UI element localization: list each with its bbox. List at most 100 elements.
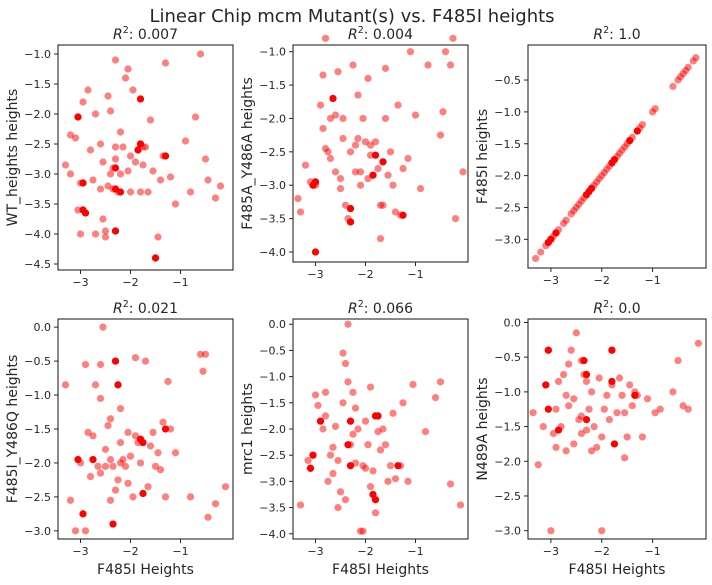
x-tick-label: −3 <box>307 545 323 558</box>
scatter-point <box>156 176 165 184</box>
scatter-point <box>211 500 220 508</box>
scatter-point-overlap <box>633 127 641 135</box>
scatter-point-overlap <box>74 455 82 464</box>
scatter-point <box>436 378 445 386</box>
scatter-point-overlap <box>626 136 634 145</box>
panel-4: R2: 0.021 −3 −2 −1 −3.0 −2.5 −2.0 −1.5 −1.0 −0.5 0… <box>5 299 234 578</box>
y-tick-label: −1.5 <box>259 397 286 410</box>
scatter-point <box>554 377 563 386</box>
scatter-point <box>539 422 547 431</box>
scatter-point <box>374 164 382 173</box>
scatter-point <box>590 422 598 431</box>
scatter-point <box>111 143 120 151</box>
scatter-point-overlap <box>151 254 160 262</box>
scatter-point <box>394 101 402 109</box>
scatter-point-overlap <box>81 209 90 217</box>
scatter-point <box>106 415 115 423</box>
scatter-point <box>324 477 332 485</box>
scatter-point <box>319 71 327 79</box>
y-tick-label: −0.5 <box>259 344 286 357</box>
scatter-point <box>146 442 155 450</box>
y-tick-label: −1.0 <box>24 389 51 402</box>
scatter-point <box>96 185 105 193</box>
scatter-point <box>81 360 90 369</box>
scatter-point <box>196 350 205 358</box>
scatter-point-overlap <box>116 188 125 196</box>
scatter-point <box>359 114 367 123</box>
scatter-point <box>154 449 162 457</box>
y-tick-label: −0.5 <box>494 74 521 87</box>
panel-title: R2: 0.021 <box>113 299 178 317</box>
scatter-point <box>126 188 135 196</box>
y-tick-label: −1.5 <box>494 421 521 434</box>
y-tick-label: 0.0 <box>504 316 522 329</box>
scatter-point <box>577 429 586 438</box>
scatter-point <box>71 527 80 535</box>
scatter-point <box>537 248 545 256</box>
y-axis-label: WT_heights heights <box>5 89 21 227</box>
y-axis-label: F485I_Y486Q heights <box>5 355 21 504</box>
scatter-point <box>459 168 467 176</box>
scatter-point <box>161 493 170 501</box>
scatter-point-overlap <box>399 211 407 219</box>
scatter-point <box>171 449 180 457</box>
scatter-point-overlap <box>136 140 145 148</box>
y-tick-label: −1.5 <box>259 79 286 92</box>
scatter-point <box>61 381 70 389</box>
scatter-point <box>570 440 578 448</box>
scatter-point <box>116 438 125 447</box>
scatter-point <box>615 374 624 382</box>
scatter-point <box>651 409 659 417</box>
scatter-point <box>166 425 175 433</box>
x-tick-label: −3 <box>72 545 88 558</box>
scatter-point <box>366 483 375 491</box>
scatter-point <box>351 141 360 149</box>
scatter-point-overlap <box>309 181 317 189</box>
scatter-point <box>421 428 430 436</box>
x-tick-label: −2 <box>122 545 138 558</box>
scatter-point <box>296 501 305 509</box>
scatter-point <box>371 138 380 146</box>
scatter-point <box>316 101 325 109</box>
scatter-point <box>114 476 122 484</box>
scatter-point <box>339 114 347 123</box>
scatter-point <box>679 402 687 410</box>
scatter-point <box>204 513 212 521</box>
scatter-point <box>585 405 593 413</box>
scatter-point <box>329 469 337 478</box>
scatter-point <box>96 140 105 148</box>
scatter-point <box>339 134 347 143</box>
x-tick-label: −2 <box>357 268 373 281</box>
scatter-point <box>101 445 110 453</box>
scatter-point <box>560 370 568 379</box>
scatter-point <box>144 188 152 196</box>
r2-value: 0.004 <box>373 27 413 43</box>
y-tick-label: −2.0 <box>24 108 51 121</box>
scatter-point <box>379 425 387 433</box>
scatter-point <box>111 486 120 494</box>
scatter-point <box>643 395 652 403</box>
r2-value: 0.066 <box>373 301 413 317</box>
scatter-point <box>199 367 207 375</box>
scatter-point <box>96 394 105 403</box>
figure-title: Linear Chip mcm Mutant(s) vs. F485I heig… <box>149 6 554 27</box>
panel-title: R2: 0.0 <box>593 299 640 317</box>
x-tick-label: −1 <box>644 545 660 558</box>
scatter-point <box>424 61 432 69</box>
scatter-point <box>66 170 75 178</box>
panel-title: R2: 0.007 <box>113 25 178 43</box>
scatter-point <box>386 462 395 470</box>
scatter-point <box>79 98 87 106</box>
scatter-point-overlap <box>346 204 355 213</box>
scatter-point <box>326 154 335 163</box>
scatter-point <box>126 152 135 160</box>
scatter-point <box>547 527 555 535</box>
scatter-point <box>99 215 107 223</box>
scatter-point <box>638 433 647 441</box>
scatter-point <box>684 63 692 71</box>
scatter-point <box>101 233 110 241</box>
y-tick-label: −4.0 <box>259 246 286 259</box>
scatter-point <box>116 405 125 413</box>
axes-frame <box>57 44 234 271</box>
